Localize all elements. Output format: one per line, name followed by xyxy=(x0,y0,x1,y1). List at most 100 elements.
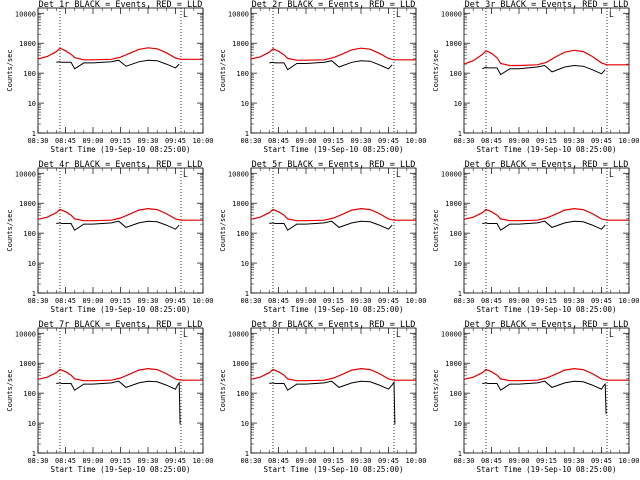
x-tick-label: 09:30 xyxy=(137,457,158,465)
x-tick-label: 09:45 xyxy=(378,457,399,465)
chart-panel-8: Det 8r BLACK = Events, RED = LLD 1 10 100 10… xyxy=(219,320,427,474)
x-tick-label: 10:00 xyxy=(618,297,639,305)
series-line-events xyxy=(269,60,393,71)
x-axis-label: Start Time (19-Sep-10 08:25:00) xyxy=(51,305,191,314)
x-axis-label: Start Time (19-Sep-10 08:25:00) xyxy=(51,145,191,154)
y-tick-label: 1000 xyxy=(232,360,249,368)
y-tick-label: 1 xyxy=(32,290,36,298)
y-axis-label: Counts/sec xyxy=(6,369,14,411)
plot-frame xyxy=(250,327,417,454)
x-tick-label: 10:00 xyxy=(192,297,213,305)
y-tick-label: 10000 xyxy=(15,170,36,178)
series-line-lld xyxy=(463,207,629,222)
chart-title: Det 7r BLACK = Events, RED = LLD xyxy=(39,320,203,330)
y-tick-label: 1000 xyxy=(232,200,249,208)
corner-marker: L xyxy=(609,170,614,179)
chart-panel-7: Det 7r BLACK = Events, RED = LLD 1 10 100 10… xyxy=(6,320,214,474)
x-tick-label: 08:45 xyxy=(481,137,502,145)
y-tick-label: 10 xyxy=(241,100,249,108)
y-tick-label: 10000 xyxy=(15,330,36,338)
series-line-lld xyxy=(463,367,629,382)
x-tick-label: 09:45 xyxy=(591,297,612,305)
x-axis-label: Start Time (19-Sep-10 08:25:00) xyxy=(51,465,191,474)
y-tick-label: 1000 xyxy=(19,360,36,368)
y-tick-label: 10000 xyxy=(228,170,249,178)
chart-panel-2: Det 2r BLACK = Events, RED = LLD 1 10 100 10… xyxy=(219,0,427,154)
series-line-events xyxy=(269,220,393,231)
x-tick-label: 09:45 xyxy=(378,137,399,145)
y-tick-label: 1 xyxy=(245,290,249,298)
series-line-events xyxy=(56,220,180,231)
y-tick-label: 10 xyxy=(28,420,36,428)
x-tick-label: 09:00 xyxy=(82,137,103,145)
x-tick-label: 09:15 xyxy=(323,457,344,465)
x-tick-label: 08:45 xyxy=(481,297,502,305)
series-line-lld xyxy=(37,367,203,382)
series-line-events xyxy=(482,220,606,231)
series-line-lld xyxy=(250,207,416,222)
plot-frame xyxy=(37,7,204,134)
y-axis-label: Counts/sec xyxy=(432,369,440,411)
x-tick-label: 09:30 xyxy=(137,137,158,145)
y-tick-label: 1 xyxy=(458,130,462,138)
y-tick-label: 100 xyxy=(23,390,36,398)
y-tick-label: 100 xyxy=(449,390,462,398)
series-line-lld xyxy=(37,47,203,61)
x-axis-label: Start Time (19-Sep-10 08:25:00) xyxy=(477,145,617,154)
chart-panel-6: Det 6r BLACK = Events, RED = LLD 1 10 100 10… xyxy=(432,160,640,314)
chart-panel-4: Det 4r BLACK = Events, RED = LLD 1 10 100 10… xyxy=(6,160,214,314)
series-line-lld xyxy=(250,47,416,61)
y-tick-label: 10 xyxy=(28,260,36,268)
x-axis-label: Start Time (19-Sep-10 08:25:00) xyxy=(264,145,404,154)
x-tick-label: 10:00 xyxy=(405,297,426,305)
x-tick-label: 09:00 xyxy=(295,297,316,305)
x-tick-label: 10:00 xyxy=(192,457,213,465)
y-tick-label: 10000 xyxy=(441,330,462,338)
y-tick-label: 1 xyxy=(32,450,36,458)
corner-marker: L xyxy=(609,10,614,19)
x-tick-label: 09:45 xyxy=(165,297,186,305)
x-tick-label: 09:45 xyxy=(378,297,399,305)
x-tick-label: 10:00 xyxy=(405,457,426,465)
x-axis-label: Start Time (19-Sep-10 08:25:00) xyxy=(264,465,404,474)
y-tick-label: 100 xyxy=(449,70,462,78)
y-tick-label: 1000 xyxy=(19,200,36,208)
chart-panel-3: Det 3r BLACK = Events, RED = LLD 1 10 100 10… xyxy=(432,0,640,154)
y-tick-label: 1 xyxy=(32,130,36,138)
y-axis-label: Counts/sec xyxy=(432,209,440,251)
y-tick-label: 1000 xyxy=(445,200,462,208)
chart-title: Det 2r BLACK = Events, RED = LLD xyxy=(252,0,416,10)
series-line-events xyxy=(482,380,607,415)
x-tick-label: 09:00 xyxy=(82,297,103,305)
y-tick-label: 10 xyxy=(454,260,462,268)
series-line-events xyxy=(482,64,606,76)
x-tick-label: 10:00 xyxy=(618,137,639,145)
chart-title: Det 8r BLACK = Events, RED = LLD xyxy=(252,320,416,330)
y-tick-label: 1 xyxy=(458,450,462,458)
chart-panel-1: Det 1r BLACK = Events, RED = LLD 1 10 100 10… xyxy=(6,0,214,154)
chart-title: Det 6r BLACK = Events, RED = LLD xyxy=(465,160,629,170)
y-tick-label: 10 xyxy=(454,100,462,108)
x-tick-label: 10:00 xyxy=(192,137,213,145)
y-tick-label: 1 xyxy=(245,130,249,138)
series-line-lld xyxy=(37,207,203,222)
series-line-events xyxy=(56,380,181,425)
x-tick-label: 09:15 xyxy=(110,297,131,305)
x-tick-label: 09:30 xyxy=(350,137,371,145)
x-tick-label: 09:15 xyxy=(323,137,344,145)
plot-frame xyxy=(37,327,204,454)
series-line-events xyxy=(269,380,396,425)
x-tick-label: 09:45 xyxy=(165,137,186,145)
corner-marker: L xyxy=(183,330,188,339)
x-tick-label: 09:15 xyxy=(323,297,344,305)
plot-frame xyxy=(463,167,630,294)
plot-frame xyxy=(37,167,204,294)
x-tick-label: 08:30 xyxy=(240,457,261,465)
x-tick-label: 09:00 xyxy=(295,457,316,465)
chart-panel-5: Det 5r BLACK = Events, RED = LLD 1 10 100 10… xyxy=(219,160,427,314)
x-tick-label: 09:15 xyxy=(536,297,557,305)
x-tick-label: 08:30 xyxy=(27,137,48,145)
x-tick-label: 08:30 xyxy=(453,457,474,465)
x-tick-label: 08:30 xyxy=(27,457,48,465)
